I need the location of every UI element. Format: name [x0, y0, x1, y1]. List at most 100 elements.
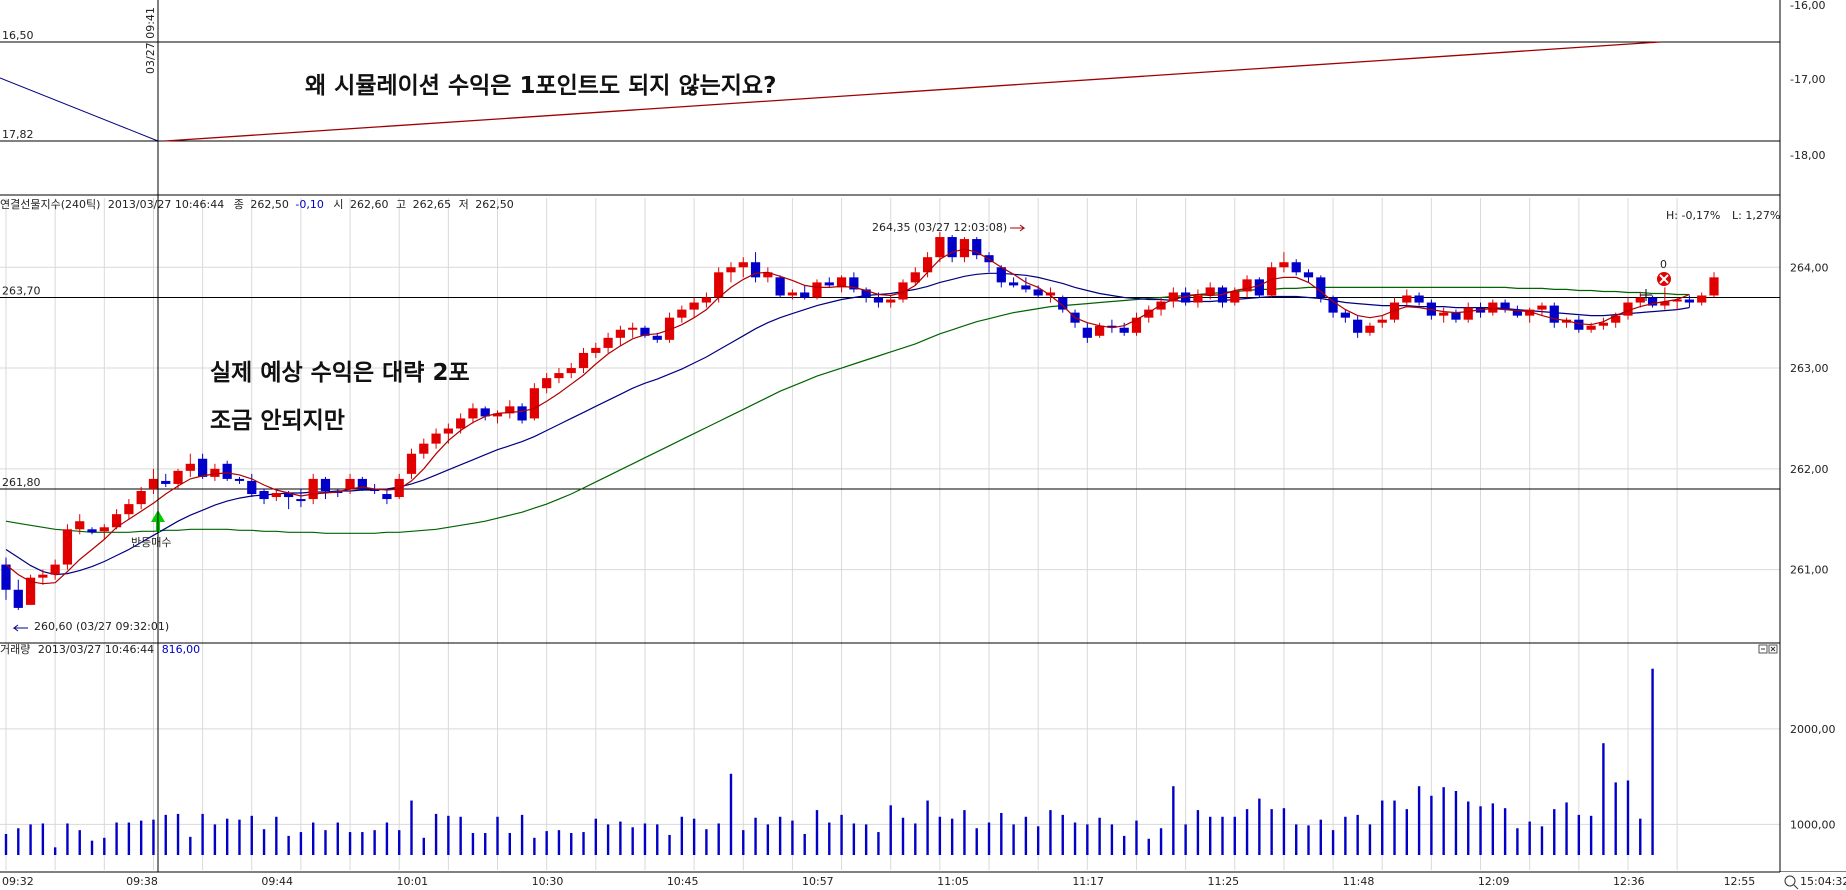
- volume-bar: [213, 824, 217, 855]
- candle-body: [775, 277, 785, 296]
- candle-body: [1402, 295, 1412, 303]
- volume-bar: [987, 822, 991, 855]
- candle-body: [1279, 262, 1289, 268]
- volume-bar: [1356, 814, 1359, 855]
- candle: [1008, 277, 1019, 288]
- volume-bar: [53, 847, 57, 855]
- x-axis-labels: 09:32 09:38 09:44 10:01 10:30 10:45 10:57 11:05…: [2, 875, 1756, 888]
- volume-bar: [1307, 825, 1310, 855]
- volume-bar: [1331, 830, 1335, 855]
- volume-bar: [668, 834, 671, 855]
- volume-bar: [791, 820, 794, 855]
- candle-body: [50, 564, 60, 575]
- candle-body: [1033, 289, 1043, 296]
- candle: [1168, 287, 1178, 308]
- candle-body: [62, 529, 73, 565]
- candle-body: [161, 480, 171, 484]
- candle-body: [898, 282, 908, 300]
- candle-body: [1021, 285, 1031, 290]
- volume-panel: 거래량 2013/03/27 10:46:44 816,00 2000,00 1…: [0, 643, 1836, 855]
- candle: [1549, 302, 1559, 328]
- volume-bar: [1454, 790, 1458, 855]
- candle-body: [1045, 292, 1056, 296]
- candle: [996, 265, 1006, 288]
- candle-body: [345, 478, 355, 489]
- candle: [1598, 317, 1609, 330]
- candle-body: [664, 317, 675, 340]
- candle: [492, 410, 503, 424]
- top-level-label-hi: 16,50: [2, 29, 34, 42]
- candle: [468, 403, 478, 424]
- max-price-label: 264,35 (03/27 12:03:08): [872, 221, 1007, 234]
- candle: [849, 272, 859, 293]
- x-tick-label: 12:55: [1724, 875, 1756, 888]
- candle-body: [1635, 297, 1645, 303]
- volume-ytick: 2000,00: [1790, 723, 1836, 736]
- volume-bar: [643, 823, 647, 855]
- candle-body: [1082, 327, 1092, 338]
- ma60-line: [5, 286, 1690, 534]
- candle: [345, 473, 355, 495]
- candle-body: [1537, 305, 1547, 310]
- volume-bar: [1221, 816, 1224, 855]
- volume-header-datetime: 2013/03/27 10:46:44: [38, 643, 154, 656]
- volume-bar: [582, 832, 585, 855]
- candle: [824, 277, 834, 288]
- candle-body: [542, 378, 552, 389]
- candle-body: [886, 299, 896, 303]
- volume-bar: [1159, 828, 1163, 855]
- volume-yticks: 2000,00 1000,00: [1790, 723, 1836, 832]
- candle-body: [529, 388, 539, 419]
- top-descending-line: [0, 77, 159, 142]
- volume-bar: [926, 800, 929, 855]
- candle: [1144, 305, 1154, 323]
- candle-body: [947, 237, 957, 258]
- candle-body: [1328, 297, 1338, 313]
- candle-body: [1107, 325, 1117, 328]
- candle-body: [787, 292, 798, 296]
- candle: [87, 527, 97, 535]
- candle: [38, 569, 48, 585]
- volume-bar: [889, 805, 892, 855]
- magnifier-icon[interactable]: [1784, 875, 1796, 887]
- x-tick-label: 11:25: [1207, 875, 1239, 888]
- candle-body: [689, 302, 699, 310]
- candle: [701, 292, 712, 308]
- exit-marker-label: 0: [1660, 258, 1667, 271]
- candle-body: [578, 352, 589, 369]
- candle-body: [185, 463, 195, 471]
- volume-bar: [1000, 812, 1003, 855]
- volume-bar: [275, 816, 278, 855]
- price-ytick: 264,00: [1790, 261, 1829, 274]
- volume-bar: [1442, 787, 1445, 855]
- top-ytick-2: -17,00: [1790, 73, 1825, 86]
- candle-body: [701, 297, 712, 303]
- volume-bar: [1098, 817, 1101, 855]
- candle: [222, 460, 232, 481]
- volume-bar: [176, 813, 180, 855]
- candle: [886, 295, 896, 308]
- candle: [1500, 299, 1510, 313]
- x-tick-label: 10:45: [667, 875, 699, 888]
- candle: [1414, 292, 1424, 306]
- candle: [505, 400, 515, 419]
- exit-x-icon-cross: [1659, 274, 1669, 284]
- candle: [652, 332, 662, 343]
- top-ascending-line: [164, 41, 1661, 142]
- candle-body: [800, 292, 810, 298]
- ma5-line: [5, 248, 1690, 585]
- volume-bar: [238, 819, 241, 855]
- candle: [640, 325, 650, 338]
- candle: [320, 476, 331, 500]
- candle-body: [1230, 291, 1240, 303]
- annotation-1: 실제 예상 수익은 대략 2포: [210, 360, 470, 386]
- price-header-low: 262,50: [475, 198, 514, 211]
- candle-body: [1119, 327, 1129, 333]
- candle-body: [1611, 315, 1621, 323]
- candle-body: [640, 327, 650, 336]
- candle-body: [136, 491, 146, 505]
- candle: [1, 557, 11, 600]
- volume-bar: [680, 816, 684, 855]
- candle-body: [271, 493, 281, 498]
- volume-bar: [373, 830, 376, 855]
